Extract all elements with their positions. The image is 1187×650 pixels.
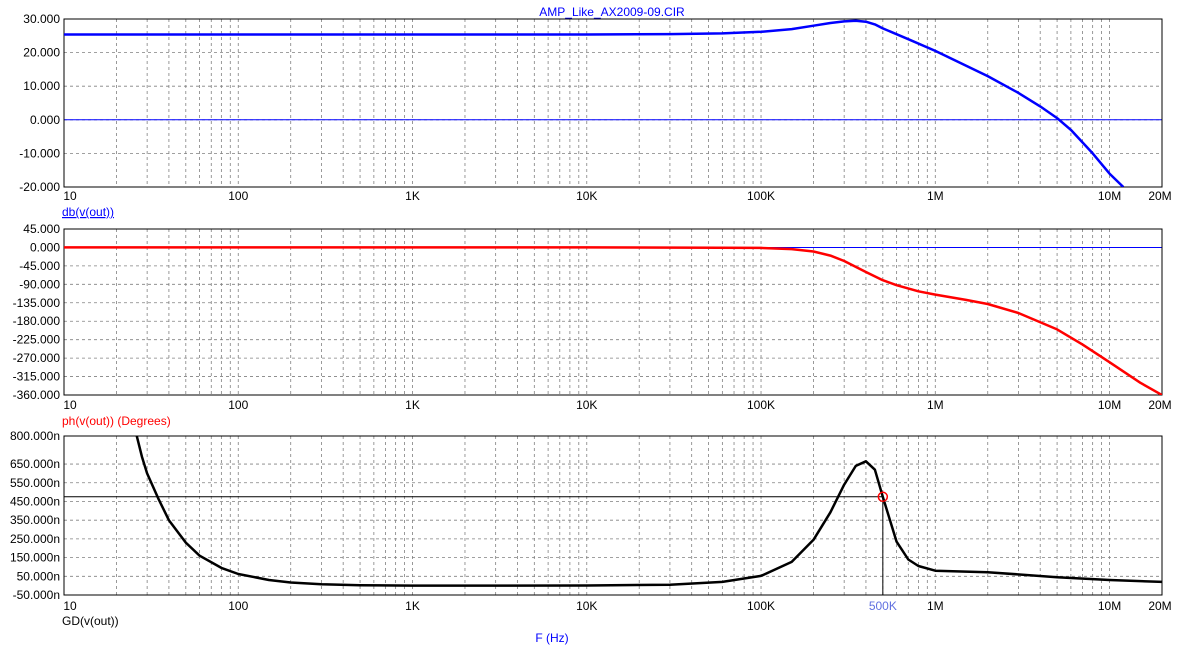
grid xyxy=(64,229,1162,395)
y-tick-label: -135.000 xyxy=(13,296,61,310)
x-tick-label: 1K xyxy=(405,599,420,613)
x-tick-label: 1K xyxy=(405,189,420,203)
x-tick-label: 10 xyxy=(63,398,77,412)
x-tick-label: 1M xyxy=(927,189,944,203)
y-tick-label: 30.000 xyxy=(23,12,60,26)
x-axis-label: F (Hz) xyxy=(535,631,568,645)
x-tick-label: 20M xyxy=(1148,599,1171,613)
series-line xyxy=(64,246,1162,395)
x-tick-label: 100 xyxy=(228,398,248,412)
y-tick-label: -315.000 xyxy=(13,370,61,384)
y-tick-label: 250.000n xyxy=(10,532,60,546)
y-tick-label: 45.000 xyxy=(23,222,60,236)
x-tick-label: 100K xyxy=(747,599,775,613)
x-tick-label: 1M xyxy=(927,398,944,412)
x-tick-label: 1M xyxy=(927,599,944,613)
y-tick-label: 50.000n xyxy=(17,569,60,583)
cursor[interactable]: 500K xyxy=(64,491,897,613)
x-tick-label: 100 xyxy=(228,189,248,203)
y-tick-label: -225.000 xyxy=(13,333,61,347)
x-tick-label: 10M xyxy=(1098,599,1121,613)
y-tick-label: -20.000 xyxy=(19,180,60,194)
x-tick-label: 100 xyxy=(228,599,248,613)
x-tick-label: 100K xyxy=(747,398,775,412)
x-tick-label: 20M xyxy=(1148,189,1171,203)
x-tick-label: 10K xyxy=(576,398,597,412)
y-tick-label: 150.000n xyxy=(10,551,60,565)
panel-3: 800.000n 650.000n 550.000n 450.000n 350.000n… xyxy=(10,429,1172,628)
y-tick-label: 800.000n xyxy=(10,429,60,443)
x-tick-label: 10K xyxy=(576,189,597,203)
y-tick-label: 10.000 xyxy=(23,79,60,93)
y-tick-label: -270.000 xyxy=(13,351,61,365)
y-tick-label: 650.000n xyxy=(10,457,60,471)
x-tick-label: 1K xyxy=(405,398,420,412)
x-tick-label: 10K xyxy=(576,599,597,613)
y-axis-label: ph(v(out)) (Degrees) xyxy=(62,414,171,428)
x-tick-label: 10M xyxy=(1098,398,1121,412)
y-tick-label: -10.000 xyxy=(19,146,60,160)
y-tick-label: -50.000n xyxy=(13,588,60,602)
plot-frame xyxy=(63,435,1163,596)
y-axis-label: db(v(out)) xyxy=(62,205,114,219)
x-tick-label: 10 xyxy=(63,189,77,203)
x-tick-label: 10M xyxy=(1098,189,1121,203)
y-tick-label: 550.000n xyxy=(10,476,60,490)
x-tick-label: 10 xyxy=(63,599,77,613)
y-tick-label: -180.000 xyxy=(13,314,61,328)
grid xyxy=(64,19,1162,187)
panel-2: 45.000 0.000 -45.000 -90.000 -135.000 -180.00… xyxy=(13,222,1172,428)
y-tick-label: 0.000 xyxy=(30,240,60,254)
y-tick-label: 450.000n xyxy=(10,494,60,508)
chart-title: AMP_Like_AX2009-09.CIR xyxy=(539,5,685,19)
y-tick-label: 20.000 xyxy=(23,46,60,60)
plot-frame xyxy=(63,18,1163,188)
cursor-marker[interactable] xyxy=(877,491,889,503)
series-line xyxy=(135,436,1162,587)
x-tick-label: 100K xyxy=(747,189,775,203)
y-tick-label: 0.000 xyxy=(30,113,60,127)
y-tick-label: -90.000 xyxy=(19,277,60,291)
plot-frame xyxy=(63,228,1163,396)
cursor-label: 500K xyxy=(869,599,897,613)
y-axis-label: GD(v(out)) xyxy=(62,614,119,628)
x-tick-label: 20M xyxy=(1148,398,1171,412)
y-tick-label: -45.000 xyxy=(19,259,60,273)
series-line xyxy=(64,19,1125,187)
y-tick-label: -360.000 xyxy=(13,388,61,402)
y-tick-label: 350.000n xyxy=(10,513,60,527)
